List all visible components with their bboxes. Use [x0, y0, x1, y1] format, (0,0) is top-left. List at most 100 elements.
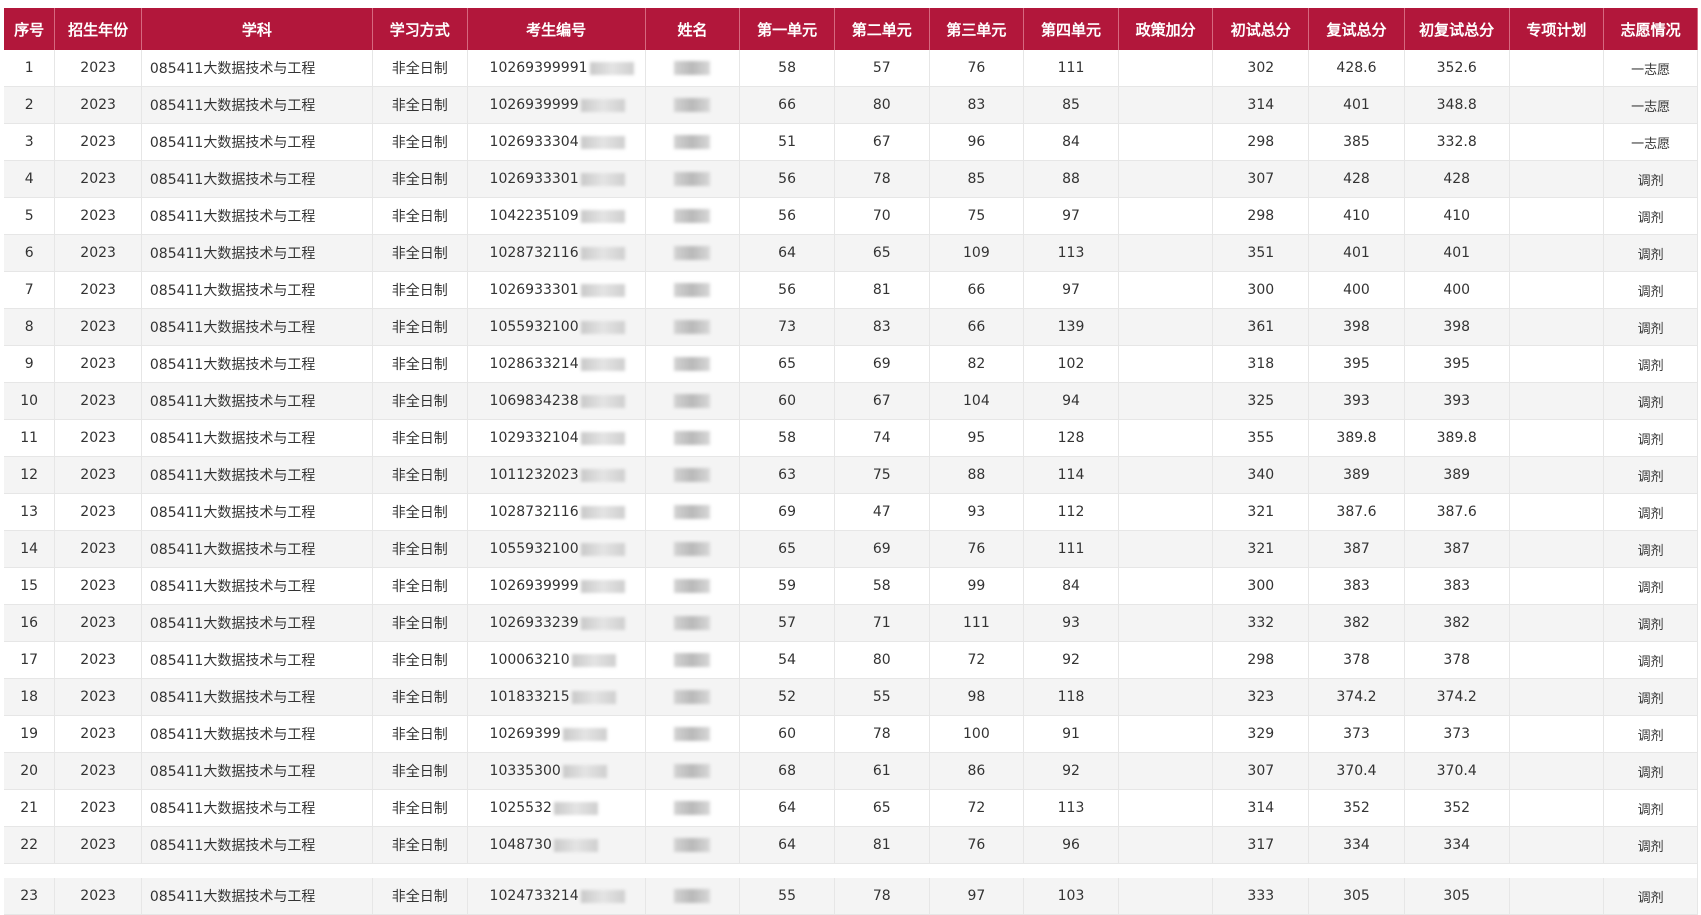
table-row[interactable]: 20 2023 085411大数据技术与工程 非全日制 10335300 68 61 86 92… [4, 752, 1698, 790]
cell-year: 2023 [54, 567, 142, 605]
name-redaction-mask [674, 542, 711, 556]
cell-unit1: 58 [739, 419, 835, 457]
cell-unit4: 113 [1023, 789, 1119, 827]
redaction-mask [571, 690, 616, 704]
cell-wish: 调剂 [1603, 530, 1698, 568]
cell-wish: 调剂 [1603, 419, 1698, 457]
table-row[interactable]: 23 2023 085411大数据技术与工程 非全日制 1024733214 55 78 97… [4, 878, 1698, 915]
cell-prelim-total: 355 [1212, 419, 1310, 457]
table-row[interactable]: 3 2023 085411大数据技术与工程 非全日制 1026933304 51 67 96 8… [4, 123, 1698, 161]
cell-unit2: 71 [834, 604, 930, 642]
cell-year: 2023 [54, 86, 142, 124]
col-header-subject[interactable]: 学科 [141, 8, 373, 50]
table-row[interactable]: 21 2023 085411大数据技术与工程 非全日制 1025532 64 65 72 113… [4, 789, 1698, 827]
redaction-mask [580, 135, 625, 149]
table-row[interactable]: 16 2023 085411大数据技术与工程 非全日制 1026933239 57 71 11… [4, 604, 1698, 642]
table-row[interactable]: 11 2023 085411大数据技术与工程 非全日制 1029332104 58 74 95… [4, 419, 1698, 457]
table-row[interactable]: 18 2023 085411大数据技术与工程 非全日制 101833215 52 55 98 1… [4, 678, 1698, 716]
cell-unit1: 68 [739, 752, 835, 790]
cell-year: 2023 [54, 160, 142, 198]
col-header-unit2[interactable]: 第二单元 [834, 8, 930, 50]
redaction-mask [589, 61, 634, 75]
cell-no: 19 [4, 715, 56, 753]
cell-prelim-total: 321 [1212, 493, 1310, 531]
cell-retest-total: 352 [1308, 789, 1405, 827]
cell-unit4: 111 [1023, 50, 1119, 87]
table-row[interactable]: 2 2023 085411大数据技术与工程 非全日制 1026939999 66 80 83 8… [4, 86, 1698, 124]
table-row[interactable]: 8 2023 085411大数据技术与工程 非全日制 1055932100 73 83 66 1… [4, 308, 1698, 346]
table-row[interactable]: 19 2023 085411大数据技术与工程 非全日制 10269399 60 78 100 9… [4, 715, 1698, 753]
col-header-unit3[interactable]: 第三单元 [929, 8, 1025, 50]
cell-no: 16 [4, 604, 56, 642]
cell-bonus [1118, 345, 1214, 383]
cell-no: 15 [4, 567, 56, 605]
table-row[interactable]: 22 2023 085411大数据技术与工程 非全日制 1048730 64 81 76 96 3… [4, 826, 1698, 864]
cell-unit2: 67 [834, 123, 930, 161]
candidate-id-text: 1048730 [489, 837, 552, 853]
col-header-year[interactable]: 招生年份 [54, 8, 142, 50]
cell-unit1: 64 [739, 826, 835, 864]
admission-score-table: 序号 招生年份 学科 学习方式 考生编号 姓名 第一单元 第二单元 第三单元 第… [4, 8, 1698, 915]
cell-retest-total: 373 [1308, 715, 1405, 753]
col-header-candidate-id[interactable]: 考生编号 [467, 8, 646, 50]
cell-unit2: 55 [834, 678, 930, 716]
table-row[interactable]: 10 2023 085411大数据技术与工程 非全日制 1069834238 60 67 10… [4, 382, 1698, 420]
table-row[interactable]: 14 2023 085411大数据技术与工程 非全日制 1055932100 65 69 76… [4, 530, 1698, 568]
cell-wish: 调剂 [1603, 826, 1698, 864]
cell-unit2: 81 [834, 826, 930, 864]
col-header-name[interactable]: 姓名 [645, 8, 741, 50]
cell-mode: 非全日制 [372, 715, 468, 753]
cell-combined-total: 374.2 [1404, 678, 1510, 716]
col-header-unit1[interactable]: 第一单元 [739, 8, 835, 50]
cell-subject: 085411大数据技术与工程 [141, 530, 373, 568]
cell-combined-total: 332.8 [1404, 123, 1510, 161]
redaction-mask [580, 283, 625, 297]
cell-mode: 非全日制 [372, 604, 468, 642]
cell-prelim-total: 300 [1212, 567, 1310, 605]
cell-retest-total: 428.6 [1308, 50, 1405, 87]
table-row[interactable]: 9 2023 085411大数据技术与工程 非全日制 1028633214 65 69 82 1… [4, 345, 1698, 383]
table-body: 1 2023 085411大数据技术与工程 非全日制 10269399991 58 57 76… [4, 50, 1698, 915]
cell-unit3: 76 [929, 826, 1025, 864]
col-header-special-plan[interactable]: 专项计划 [1509, 8, 1605, 50]
col-header-no[interactable]: 序号 [4, 8, 56, 50]
col-header-prelim-total[interactable]: 初试总分 [1212, 8, 1310, 50]
table-row[interactable]: 17 2023 085411大数据技术与工程 非全日制 100063210 54 80 72 9… [4, 641, 1698, 679]
name-redaction-mask [674, 320, 711, 334]
cell-candidate-id: 1025532 [467, 789, 646, 827]
cell-candidate-id: 100063210 [467, 641, 646, 679]
table-row[interactable]: 13 2023 085411大数据技术与工程 非全日制 1028732116 69 47 93… [4, 493, 1698, 531]
table-row[interactable]: 6 2023 085411大数据技术与工程 非全日制 1028732116 64 65 109… [4, 234, 1698, 272]
cell-mode: 非全日制 [372, 345, 468, 383]
table-row[interactable]: 1 2023 085411大数据技术与工程 非全日制 10269399991 58 57 76… [4, 50, 1698, 87]
col-header-combined-total[interactable]: 初复试总分 [1404, 8, 1510, 50]
candidate-id-text: 1055932100 [489, 319, 579, 335]
cell-mode: 非全日制 [372, 678, 468, 716]
cell-bonus [1118, 493, 1214, 531]
table-row[interactable]: 12 2023 085411大数据技术与工程 非全日制 1011232023 63 75 88… [4, 456, 1698, 494]
cell-subject: 085411大数据技术与工程 [141, 456, 373, 494]
cell-mode: 非全日制 [372, 50, 468, 87]
table-row[interactable]: 4 2023 085411大数据技术与工程 非全日制 1026933301 56 78 85 8… [4, 160, 1698, 198]
cell-unit4: 111 [1023, 530, 1119, 568]
cell-unit1: 56 [739, 197, 835, 235]
col-header-retest-total[interactable]: 复试总分 [1308, 8, 1405, 50]
table-row[interactable]: 5 2023 085411大数据技术与工程 非全日制 1042235109 56 70 75 9… [4, 197, 1698, 235]
col-header-unit4[interactable]: 第四单元 [1023, 8, 1119, 50]
cell-combined-total: 352 [1404, 789, 1510, 827]
name-redaction-mask [674, 727, 711, 741]
col-header-wish[interactable]: 志愿情况 [1603, 8, 1698, 50]
col-header-bonus[interactable]: 政策加分 [1118, 8, 1214, 50]
col-header-mode[interactable]: 学习方式 [372, 8, 468, 50]
cell-combined-total: 393 [1404, 382, 1510, 420]
table-row[interactable]: 7 2023 085411大数据技术与工程 非全日制 1026933301 56 81 66 9… [4, 271, 1698, 309]
cell-candidate-id: 1069834238 [467, 382, 646, 420]
cell-prelim-total: 302 [1212, 50, 1310, 87]
redaction-mask [580, 246, 625, 260]
name-redaction-mask [674, 431, 711, 445]
cell-subject: 085411大数据技术与工程 [141, 789, 373, 827]
cell-prelim-total: 307 [1212, 160, 1310, 198]
table-row[interactable]: 15 2023 085411大数据技术与工程 非全日制 1026939999 59 58 99… [4, 567, 1698, 605]
cell-year: 2023 [54, 678, 142, 716]
cell-retest-total: 383 [1308, 567, 1405, 605]
